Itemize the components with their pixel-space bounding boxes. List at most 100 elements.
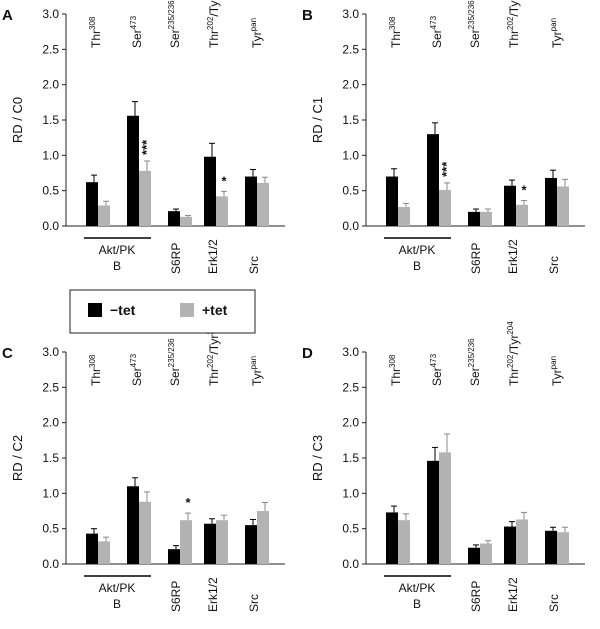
panel-letter: A — [2, 7, 13, 24]
legend: −tet +tet — [69, 289, 256, 334]
phospho-base: Thr — [389, 368, 403, 386]
y-tick-label: 1.0 — [42, 148, 59, 162]
phospho-site-label: Thr308 — [88, 354, 103, 386]
bar-plus-tet — [398, 520, 410, 564]
bar-plus-tet — [557, 532, 569, 564]
y-tick-label: 0.5 — [342, 184, 359, 198]
phospho-superscript: 308 — [388, 16, 397, 30]
phospho-base: Thr — [207, 368, 221, 386]
phospho-base: Tyr — [250, 369, 264, 386]
phospho-site-label: Thr308 — [388, 354, 403, 386]
y-tick-label: 1.5 — [342, 451, 359, 465]
y-axis-label: RD / C2 — [10, 435, 25, 481]
phospho-base: Ser — [430, 367, 444, 386]
y-tick-label: 0.5 — [342, 522, 359, 536]
y-tick-label: 2.0 — [342, 416, 359, 430]
bar-plus-tet — [439, 452, 451, 564]
phospho-base: Thr — [89, 368, 103, 386]
y-tick-label: 2.5 — [42, 42, 59, 56]
panel-d: DRD / C30.00.51.01.52.02.53.0Thr308Ser47… — [302, 321, 585, 612]
bar-minus-tet — [168, 211, 180, 226]
phospho-superscript: 473 — [129, 15, 138, 29]
phospho-superscript: 235/236 — [167, 338, 176, 367]
bar-minus-tet — [468, 547, 480, 564]
akt-group-label-2: B — [113, 259, 121, 273]
bar-plus-tet — [257, 511, 269, 564]
phospho-base: Ser — [168, 29, 182, 48]
phospho-site-label: Thr308 — [388, 16, 403, 48]
y-tick-label: 2.0 — [42, 78, 59, 92]
bar-plus-tet — [398, 206, 410, 226]
bar-plus-tet — [180, 520, 192, 564]
phospho-superscript: 235/236 — [167, 0, 176, 29]
phospho-site-label: Ser473 — [129, 15, 144, 48]
bar-minus-tet — [504, 185, 516, 226]
bar-plus-tet — [480, 543, 492, 564]
akt-group-label-1: Akt/PK — [99, 243, 136, 257]
phospho-superscript: 202 — [206, 16, 215, 30]
bar-minus-tet — [168, 549, 180, 564]
phospho-base: Thr — [507, 30, 521, 48]
bar-minus-tet — [204, 156, 216, 226]
bar-plus-tet — [557, 186, 569, 226]
bar-plus-tet — [257, 182, 269, 226]
y-tick-label: 2.5 — [342, 42, 359, 56]
phospho-base: Thr — [389, 30, 403, 48]
erk-label: Erk1/2 — [506, 239, 520, 274]
y-axis-label: RD / C1 — [310, 97, 325, 143]
bar-plus-tet — [516, 204, 528, 226]
bar-minus-tet — [545, 177, 557, 226]
phospho-site-label: Tyrpan — [549, 356, 564, 386]
s6rp-label: S6RP — [469, 581, 483, 612]
bar-minus-tet — [386, 176, 398, 226]
phospho-base: Ser — [430, 29, 444, 48]
panel-a: ARD / C00.00.51.01.52.02.53.0Thr308Ser47… — [2, 0, 285, 274]
bar-minus-tet — [204, 523, 216, 564]
y-tick-label: 3.0 — [42, 345, 59, 359]
phospho-base: Ser — [168, 367, 182, 386]
bar-minus-tet — [86, 533, 98, 564]
src-label: Src — [247, 256, 261, 274]
y-axis-label: RD / C3 — [310, 435, 325, 481]
erk-label: Erk1/2 — [206, 577, 220, 612]
bar-minus-tet — [245, 525, 257, 564]
phospho-mid: /Tyr — [207, 0, 221, 17]
phospho-mid: /Tyr — [507, 0, 521, 17]
phospho-superscript: 308 — [88, 354, 97, 368]
phospho-site-label: Thr308 — [88, 16, 103, 48]
phospho-base: Ser — [130, 367, 144, 386]
panel-c: CRD / C20.00.51.01.52.02.53.0Thr308Ser47… — [2, 321, 285, 612]
phospho-superscript: pan — [249, 18, 258, 31]
y-tick-label: 0.5 — [42, 184, 59, 198]
bar-plus-tet — [139, 501, 151, 564]
panel-letter: D — [302, 345, 313, 362]
bar-plus-tet — [98, 205, 110, 226]
phospho-site-label: Thr202/Tyr204 — [206, 0, 221, 48]
akt-group-label-1: Akt/PK — [399, 581, 436, 595]
y-tick-label: 1.5 — [42, 451, 59, 465]
phospho-superscript: 308 — [88, 16, 97, 30]
bar-plus-tet — [480, 211, 492, 226]
akt-group-label-2: B — [113, 597, 121, 611]
phospho-superscript: pan — [249, 356, 258, 369]
phospho-superscript: pan — [549, 18, 558, 31]
y-tick-label: 2.0 — [42, 416, 59, 430]
s6rp-label: S6RP — [469, 243, 483, 274]
significance-marker: * — [221, 173, 227, 188]
akt-group-label-2: B — [413, 259, 421, 273]
phospho-superscript: 202 — [506, 354, 515, 368]
bar-minus-tet — [468, 211, 480, 226]
phospho-site-label: Ser235/236 — [167, 0, 182, 48]
akt-group-label-1: Akt/PK — [399, 243, 436, 257]
phospho-site-label: Ser235/236 — [467, 338, 482, 386]
phospho-site-label: Thr202/Tyr204 — [506, 321, 521, 386]
phospho-site-label: Tyrpan — [249, 356, 264, 386]
significance-marker: * — [521, 183, 527, 198]
phospho-base: Ser — [468, 367, 482, 386]
phospho-superscript: 308 — [388, 354, 397, 368]
panel-b: BRD / C10.00.51.01.52.02.53.0Thr308Ser47… — [302, 0, 585, 274]
bar-minus-tet — [427, 134, 439, 226]
legend-label: +tet — [202, 302, 228, 318]
panel-letter: C — [2, 345, 13, 362]
